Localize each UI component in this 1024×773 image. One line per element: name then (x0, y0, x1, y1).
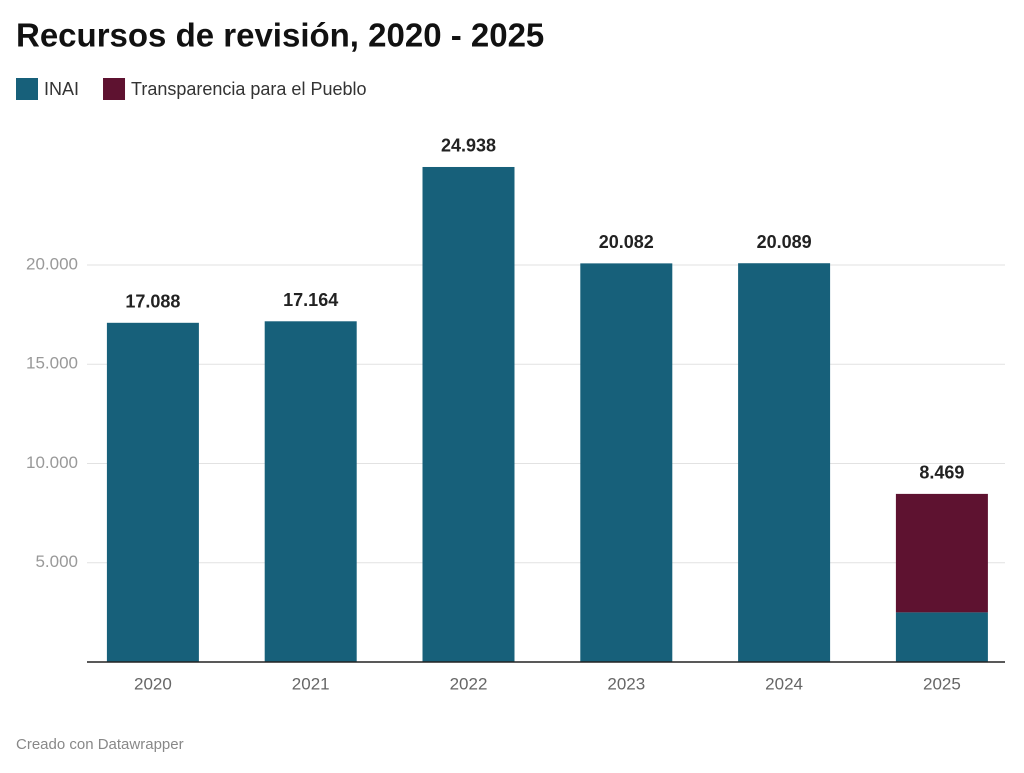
x-tick-label: 2024 (765, 674, 803, 693)
x-tick-label: 2023 (607, 674, 645, 693)
total-label: 20.089 (757, 232, 812, 252)
legend-label: INAI (44, 79, 79, 99)
total-label: 20.082 (599, 232, 654, 252)
bar (422, 166, 515, 662)
chart-title: Recursos de revisión, 2020 - 2025 (16, 17, 544, 54)
bar (738, 263, 831, 662)
y-tick-label: 5.000 (35, 552, 78, 571)
bar (895, 612, 988, 662)
bar (895, 493, 988, 613)
bar (106, 322, 199, 662)
x-tick-label: 2022 (450, 674, 488, 693)
total-label: 17.088 (125, 292, 180, 312)
footer: Creado con Datawrapper (16, 736, 184, 753)
legend-swatch (103, 78, 126, 100)
bar (264, 321, 357, 662)
total-label: 8.469 (919, 463, 964, 483)
total-label: 24.938 (441, 136, 496, 156)
x-tick-label: 2020 (134, 674, 172, 693)
y-tick-label: 10.000 (26, 453, 78, 472)
bar (580, 263, 673, 662)
total-label: 17.164 (283, 290, 338, 310)
y-tick-label: 20.000 (26, 254, 78, 273)
legend-label: Transparencia para el Pueblo (131, 79, 366, 99)
x-tick-label: 2025 (923, 674, 961, 693)
x-tick-label: 2021 (292, 674, 330, 693)
legend-swatch (16, 78, 38, 100)
y-tick-label: 15.000 (26, 354, 78, 373)
